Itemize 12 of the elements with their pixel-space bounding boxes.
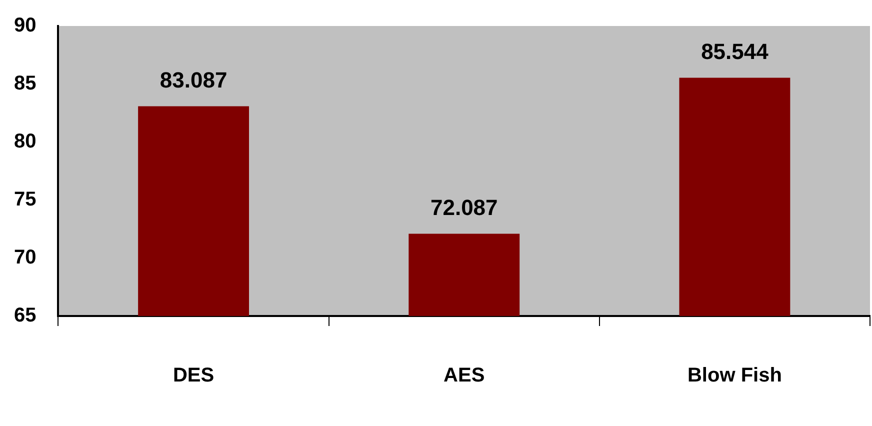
y-tick-label: 70 bbox=[14, 246, 36, 269]
data-label: 85.544 bbox=[701, 38, 770, 64]
x-tick-label: DES bbox=[172, 364, 214, 387]
data-label: 72.087 bbox=[430, 194, 498, 220]
y-tick-label: 80 bbox=[14, 130, 36, 153]
data-label: 83.087 bbox=[160, 67, 228, 92]
y-tick-label: 85 bbox=[14, 72, 36, 95]
x-tick-label: Blow Fish bbox=[687, 364, 782, 387]
y-tick-label: 90 bbox=[14, 14, 36, 37]
x-tick-label: AES bbox=[444, 364, 485, 387]
y-tick-label: 65 bbox=[14, 304, 36, 327]
y-tick-label: 75 bbox=[14, 188, 36, 211]
